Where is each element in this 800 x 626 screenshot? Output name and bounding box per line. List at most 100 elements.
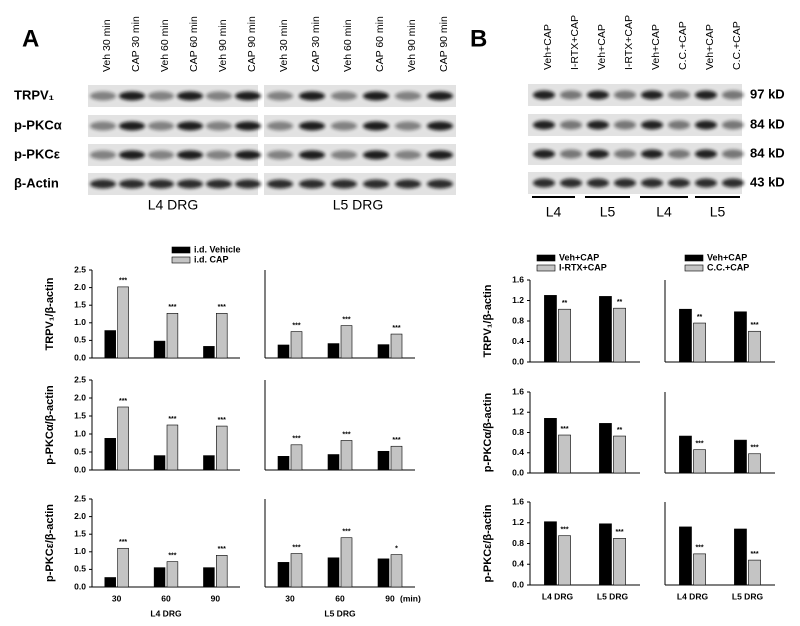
bar xyxy=(693,553,706,586)
y-tick-label: 0.8 xyxy=(512,538,524,548)
blot-strip xyxy=(264,115,456,137)
bar xyxy=(340,440,353,471)
significance: *** xyxy=(119,398,127,405)
y-tick-label: 1.5 xyxy=(74,528,86,538)
band xyxy=(427,121,453,131)
band xyxy=(206,121,232,131)
bar xyxy=(290,444,303,471)
band xyxy=(587,149,609,159)
legend-swatch xyxy=(536,254,556,262)
y-tick-label: 0.4 xyxy=(512,336,524,346)
legend-label: Veh+CAP xyxy=(559,252,599,262)
bar xyxy=(216,312,228,359)
bar xyxy=(734,311,747,363)
bar xyxy=(748,453,761,474)
y-tick-label: 0.0 xyxy=(512,467,524,477)
lane-label: Veh 60 min xyxy=(342,19,354,72)
band xyxy=(533,149,555,159)
significance: *** xyxy=(292,322,300,329)
bar xyxy=(203,567,215,588)
bar xyxy=(117,547,129,588)
blot-strip xyxy=(264,144,456,166)
significance: *** xyxy=(119,539,127,546)
legend-label: C.C.+CAP xyxy=(707,262,749,272)
band xyxy=(614,149,636,159)
band xyxy=(206,91,232,101)
band xyxy=(331,150,357,160)
band xyxy=(235,91,261,101)
x-tick-label: 60 xyxy=(335,593,345,603)
bar-chart: 0.0 0.4 0.8 1.2 1.6 TRPV₁/β-actin ** ** Veh+CAPI… xyxy=(482,252,640,366)
band xyxy=(427,91,453,101)
panel-letter: B xyxy=(470,25,487,52)
blot-group-label: L5 xyxy=(600,204,616,220)
band xyxy=(560,120,582,130)
lane-label: C.C.+CAP xyxy=(731,21,743,70)
significance: *** xyxy=(342,316,350,323)
bar xyxy=(166,312,179,359)
band xyxy=(668,90,690,100)
band xyxy=(206,150,232,160)
band xyxy=(299,121,325,131)
bar xyxy=(203,346,215,359)
x-tick-label: L4 DRG xyxy=(677,591,709,601)
bar xyxy=(290,553,303,588)
bar xyxy=(679,435,692,474)
bar xyxy=(277,344,290,359)
band xyxy=(267,179,293,189)
band xyxy=(641,178,663,188)
band xyxy=(641,120,663,130)
y-tick-label: 0.0 xyxy=(512,579,524,589)
y-tick-label: 2.0 xyxy=(74,511,86,521)
band xyxy=(119,150,145,160)
significance: *** xyxy=(218,417,226,424)
y-axis-label: p-PKCε/β-actin xyxy=(482,504,494,582)
lane-label: CAP 60 min xyxy=(188,16,200,72)
y-tick-label: 0.0 xyxy=(74,352,86,362)
band xyxy=(235,179,261,189)
bar xyxy=(748,559,761,586)
bar xyxy=(599,423,612,474)
lane-label: Veh 30 min xyxy=(101,19,113,72)
y-tick-label: 1.6 xyxy=(512,274,524,284)
band xyxy=(267,91,293,101)
bar-chart: 0.0 0.5 1.0 1.5 2.0 2.5 p-PKCε/β-actin 30 *** 60 *… xyxy=(44,493,240,618)
x-tick-label: 90 xyxy=(385,593,395,603)
blot-group-label: L4 xyxy=(546,204,562,220)
x-tick-label: 30 xyxy=(112,593,122,603)
x-tick-label: 30 xyxy=(285,593,295,603)
bar xyxy=(166,424,179,471)
bar xyxy=(117,286,129,359)
x-unit: (min) xyxy=(400,593,421,603)
y-tick-label: 0.0 xyxy=(74,464,86,474)
band xyxy=(177,179,203,189)
band xyxy=(427,150,453,160)
band xyxy=(363,150,389,160)
bar xyxy=(153,340,166,359)
lane-label: CAP 90 min xyxy=(246,16,258,72)
band xyxy=(299,91,325,101)
x-tick-label: L4 DRG xyxy=(542,591,574,601)
significance: *** xyxy=(750,322,758,329)
y-axis-label: TRPV₁/β-actin xyxy=(44,277,56,350)
band xyxy=(119,179,145,189)
bar-chart: 30 *** 60 *** 90 * (min) L5 DRG xyxy=(264,499,421,618)
blot-group-label: L4 xyxy=(656,204,672,220)
panel-letter: A xyxy=(22,25,39,52)
bar-chart: L4 DRG *** L5 DRG *** xyxy=(664,502,775,601)
significance: *** xyxy=(292,544,300,551)
blot-group-label: L5 DRG xyxy=(333,197,384,213)
band xyxy=(587,120,609,130)
band xyxy=(695,178,717,188)
bar xyxy=(153,567,166,588)
lane-label: Veh+CAP xyxy=(542,24,554,70)
bar xyxy=(558,308,571,363)
bar xyxy=(377,450,390,471)
significance: *** xyxy=(560,527,568,534)
lane-label: CAP 90 min xyxy=(438,16,450,72)
blot-group-label: L5 xyxy=(710,204,726,220)
legend-label: Veh+CAP xyxy=(707,252,747,262)
bar xyxy=(599,296,612,363)
bar xyxy=(613,307,626,363)
